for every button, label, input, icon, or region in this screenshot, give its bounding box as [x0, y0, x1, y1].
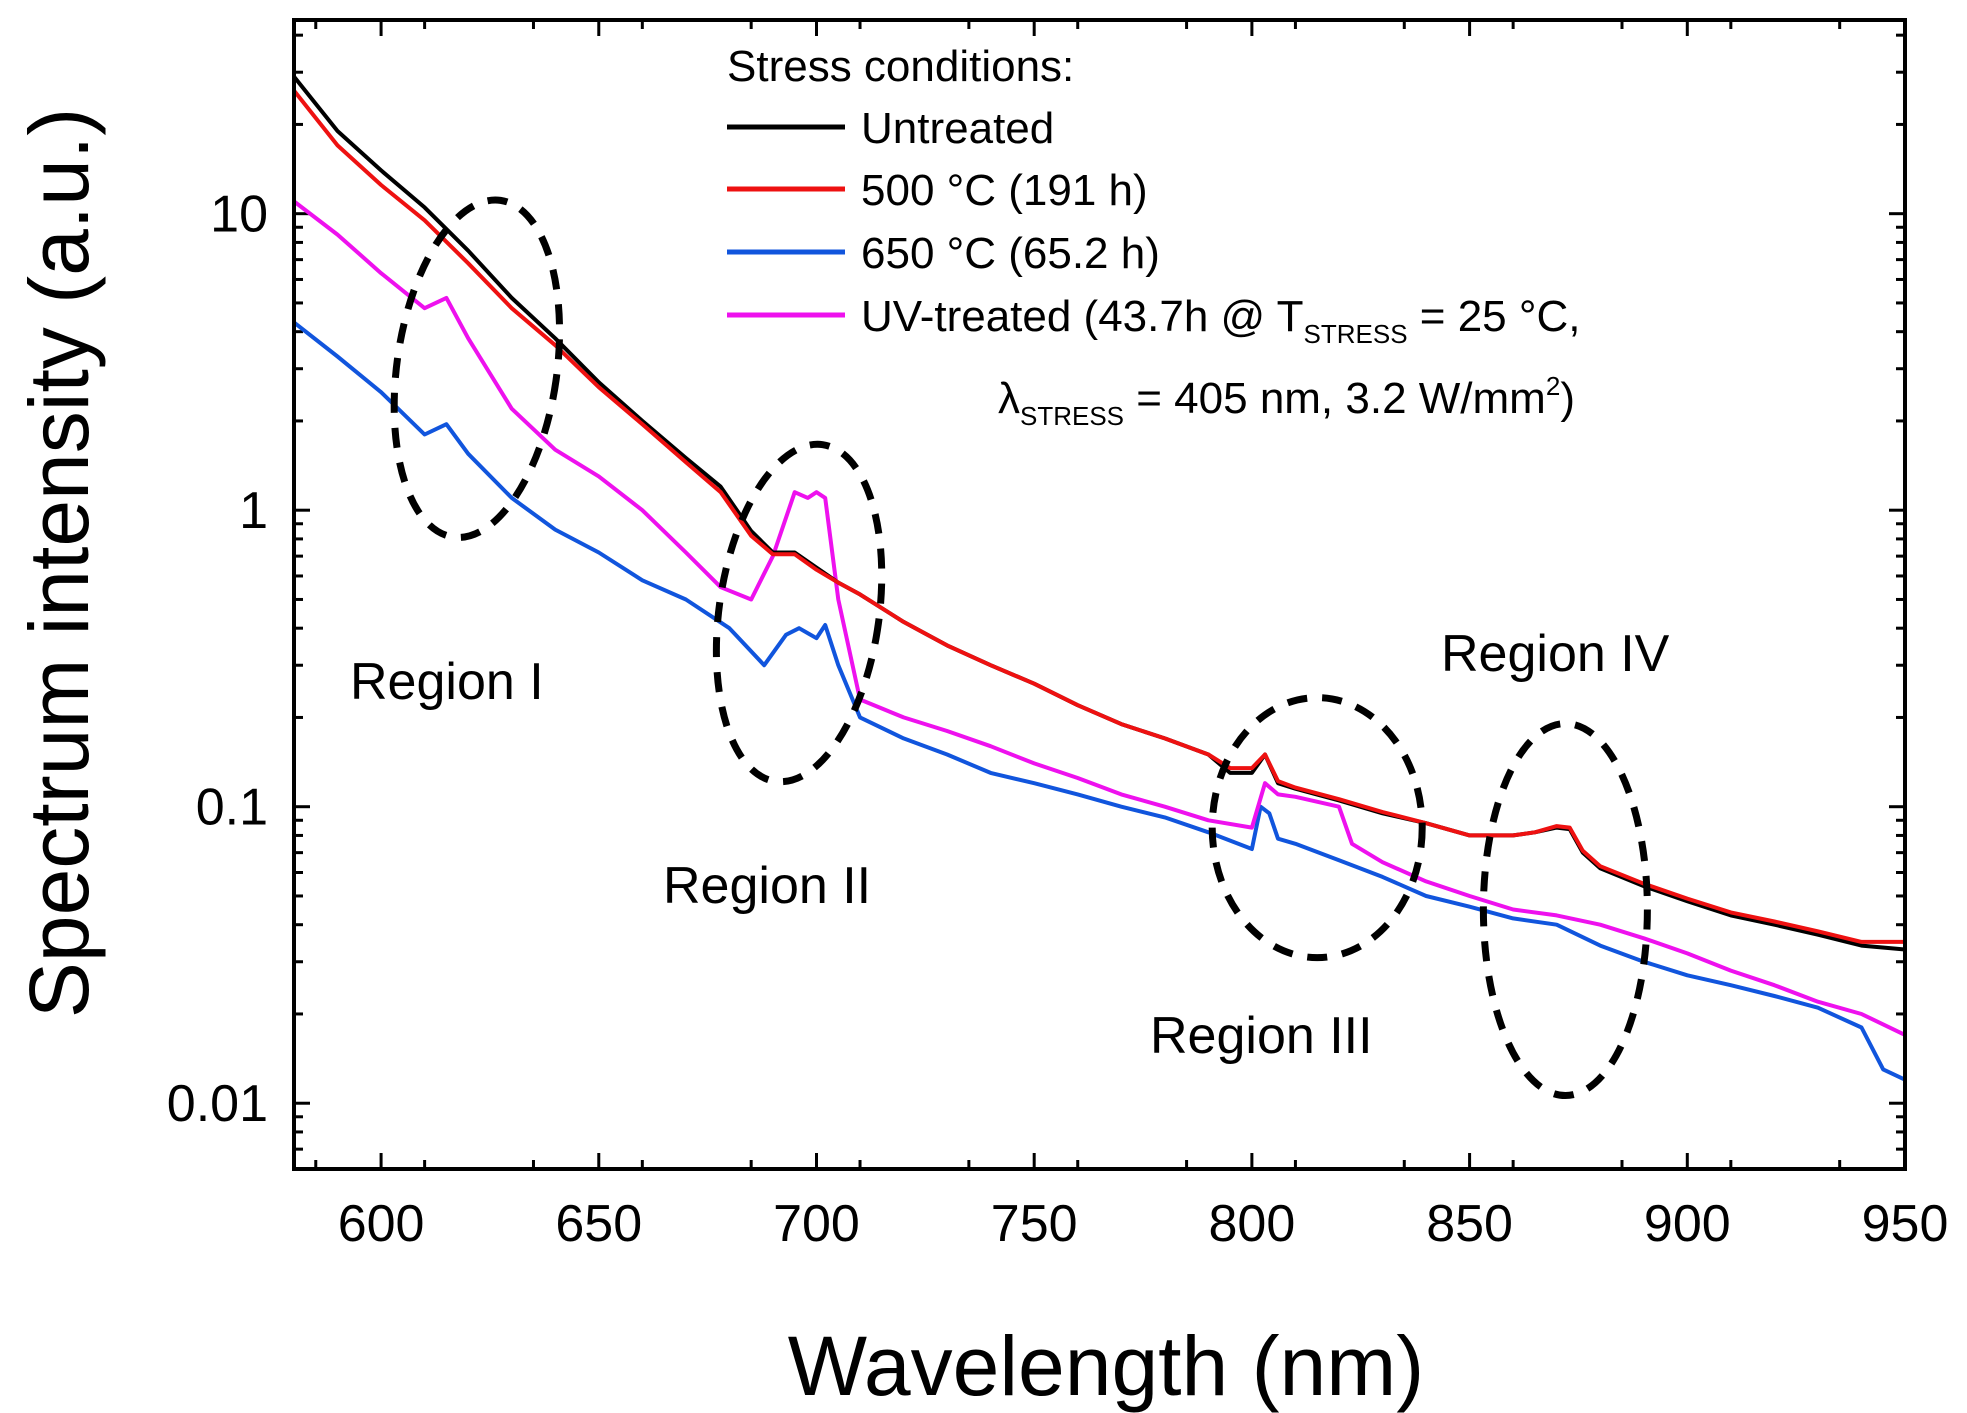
region-label-3: Region III — [1150, 1007, 1373, 1065]
x-tick-label: 850 — [1426, 1195, 1513, 1253]
y-tick-label: 0.01 — [167, 1075, 268, 1133]
x-tick-label: 700 — [773, 1195, 860, 1253]
x-tick-label: 600 — [338, 1195, 425, 1253]
x-tick-label: 800 — [1209, 1195, 1296, 1253]
legend-label-650c: 650 °C (65.2 h) — [861, 229, 1160, 278]
series-500c — [292, 89, 1905, 944]
y-tick-label: 1 — [239, 482, 268, 540]
legend-title: Stress conditions: — [727, 42, 1074, 91]
y-axis-title: Spectrum intensity (a.u.) — [12, 108, 106, 1018]
series-650c — [292, 320, 1906, 1082]
series-lines — [292, 75, 1906, 1082]
region-ellipse-2 — [712, 440, 886, 786]
x-tick-label: 950 — [1862, 1195, 1949, 1253]
region-label-2: Region II — [663, 857, 871, 915]
legend-label-500c: 500 °C (191 h) — [861, 166, 1148, 215]
legend: Stress conditions: Untreated 500 °C (191… — [727, 42, 1580, 431]
x-tick-label: 900 — [1644, 1195, 1731, 1253]
legend-label-uv-line2: λSTRESS = 405 nm, 3.2 W/mm2) — [998, 371, 1575, 431]
region-label-4: Region IV — [1441, 625, 1670, 683]
x-axis-title: Wavelength (nm) — [788, 1319, 1424, 1413]
x-tick-label: 650 — [555, 1195, 642, 1253]
axis-ticks: 600 650 700 750 800 850 900 950 0.01 0.1 1 10 — [167, 20, 1949, 1253]
plot-frame — [292, 18, 1907, 1171]
series-uv-treated — [292, 199, 1906, 1037]
region-label-1: Region I — [350, 653, 544, 711]
legend-label-uv-line1: UV-treated (43.7h @ TSTRESS = 25 °C, — [861, 292, 1580, 349]
x-tick-label: 750 — [991, 1195, 1078, 1253]
legend-label-untreated: Untreated — [861, 104, 1054, 153]
region-ellipses — [390, 196, 1651, 1100]
region-ellipse-3 — [1208, 694, 1426, 962]
y-tick-label: 10 — [210, 186, 268, 244]
region-ellipse-1 — [390, 196, 564, 541]
region-ellipse-4 — [1479, 720, 1651, 1100]
y-tick-label: 0.1 — [196, 779, 268, 837]
